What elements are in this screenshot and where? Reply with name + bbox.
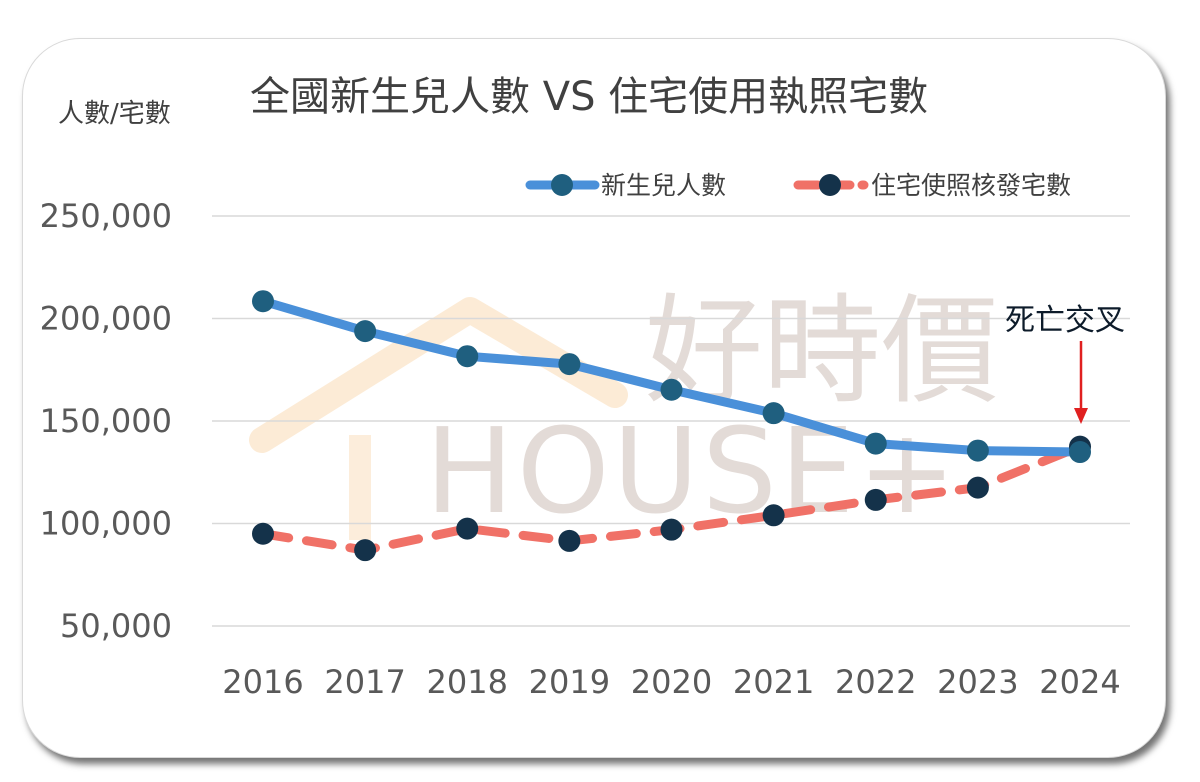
y-tick-label: 50,000 xyxy=(60,607,172,645)
data-point-births xyxy=(864,432,887,455)
data-point-permits xyxy=(660,518,683,541)
data-point-permits xyxy=(558,529,581,552)
data-point-births xyxy=(456,345,479,368)
data-point-births xyxy=(1069,441,1091,464)
data-point-permits xyxy=(864,488,887,511)
y-tick-label: 150,000 xyxy=(40,402,172,440)
data-point-births xyxy=(966,439,989,462)
y-axis-label: 人數/宅數 xyxy=(58,99,171,129)
data-point-permits xyxy=(762,504,785,527)
data-point-births xyxy=(762,402,785,425)
y-tick-labels: 250,000 200,000 150,000 100,000 50,000 xyxy=(40,197,172,645)
legend-marker-births xyxy=(551,174,573,196)
legend-item-births: 新生兒人數 xyxy=(525,171,726,200)
x-tick-label: 2023 xyxy=(937,663,1018,701)
x-tick-label: 2016 xyxy=(222,663,303,701)
data-point-births xyxy=(354,320,377,343)
legend: 新生兒人數 住宅使照核發宅數 xyxy=(525,171,1071,200)
legend-label-births: 新生兒人數 xyxy=(601,171,726,200)
y-tick-label: 250,000 xyxy=(40,197,172,235)
x-tick-label: 2020 xyxy=(631,663,712,701)
x-tick-label: 2022 xyxy=(835,663,916,701)
data-point-births xyxy=(558,353,581,376)
x-tick-labels: 2016 2017 2018 2019 2020 2021 2022 2023 2024 xyxy=(222,663,1120,701)
x-tick-label: 2019 xyxy=(529,663,610,701)
gridlines xyxy=(212,215,1130,627)
x-tick-label: 2017 xyxy=(324,663,405,701)
data-point-births xyxy=(252,290,274,313)
data-point-permits xyxy=(354,539,377,562)
x-tick-label: 2018 xyxy=(427,663,508,701)
watermark-english: HOUSE+ xyxy=(425,402,959,540)
death-cross-annotation: 死亡交叉 xyxy=(1005,303,1125,424)
chart-card xyxy=(22,38,1166,758)
x-tick-label: 2024 xyxy=(1039,663,1120,701)
annotation-label: 死亡交叉 xyxy=(1005,303,1125,338)
x-tick-label: 2021 xyxy=(733,663,814,701)
legend-marker-permits xyxy=(819,174,841,196)
y-tick-label: 100,000 xyxy=(40,505,172,543)
data-point-permits xyxy=(456,517,479,540)
y-tick-label: 200,000 xyxy=(40,300,172,338)
chart-title: 全國新生兒人數 VS 住宅使用執照宅數 xyxy=(250,74,928,120)
data-point-births xyxy=(660,378,683,401)
data-point-permits xyxy=(252,522,274,545)
series-group xyxy=(252,290,1091,562)
data-point-permits xyxy=(966,476,989,499)
legend-item-permits: 住宅使照核發宅數 xyxy=(793,171,1071,200)
legend-label-permits: 住宅使照核發宅數 xyxy=(871,171,1071,200)
annotation-arrow-icon xyxy=(1074,408,1088,424)
